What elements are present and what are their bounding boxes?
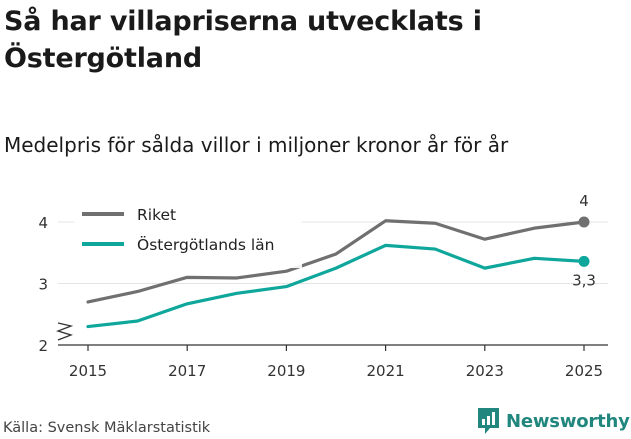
x-tick-label-2019: 2019 bbox=[267, 362, 305, 380]
y-tick-label-2: 2 bbox=[38, 337, 48, 355]
end-label-riket: 4 bbox=[579, 192, 589, 210]
x-tick-label-2023: 2023 bbox=[466, 362, 504, 380]
legend-background bbox=[74, 200, 302, 268]
newsworthy-logo-icon bbox=[478, 408, 499, 434]
end-label-ostergotland: 3,3 bbox=[572, 271, 596, 289]
brand-logo[interactable]: Newsworthy bbox=[476, 407, 630, 435]
legend-label-ostergotland: Östergötlands län bbox=[137, 235, 275, 254]
series-line-riket bbox=[86, 219, 586, 304]
chart-title: Så har villapriserna utvecklats i Österg… bbox=[4, 6, 482, 74]
chart-subtitle: Medelpris för sålda villor i miljoner kr… bbox=[4, 133, 509, 157]
brand-name: Newsworthy bbox=[506, 410, 630, 432]
end-point-ostergotland bbox=[578, 255, 590, 267]
y-tick-label-4: 4 bbox=[38, 214, 48, 232]
x-tick-label-2021: 2021 bbox=[367, 362, 405, 380]
x-tick-label-2025: 2025 bbox=[565, 362, 603, 380]
axis-break-mask bbox=[56, 317, 78, 341]
y-tick-label-3: 3 bbox=[38, 276, 48, 294]
end-point-riket bbox=[578, 216, 590, 228]
x-tick-label-2015: 2015 bbox=[69, 362, 107, 380]
series-line-ostergotland bbox=[86, 243, 586, 329]
legend-label-riket: Riket bbox=[137, 206, 176, 224]
x-tick-label-2017: 2017 bbox=[168, 362, 206, 380]
axis-break-icon bbox=[56, 322, 74, 341]
source-note: Källa: Svensk Mäklarstatistik bbox=[3, 420, 211, 436]
